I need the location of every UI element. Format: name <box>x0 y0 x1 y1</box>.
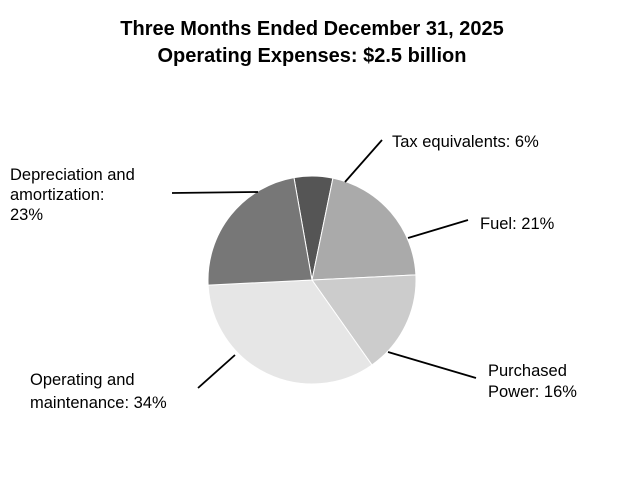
pie-slice <box>207 177 313 286</box>
leader-line <box>171 191 259 194</box>
slice-label: Tax equivalents: 6% <box>392 133 539 151</box>
leader-line <box>407 219 469 239</box>
leader-line <box>387 351 477 379</box>
slice-label: Operating and maintenance: 34% <box>30 371 167 412</box>
slice-label-line: Power: 16% <box>488 383 577 401</box>
slice-label-line: 23% <box>10 206 43 224</box>
leader-line <box>344 139 383 183</box>
chart-title: Three Months Ended December 31, 2025 <box>120 18 503 40</box>
slice-label: Purchased Power: 16% <box>488 362 577 401</box>
slice-labels: Tax equivalents: 6% Fuel: 21% Purchased Pow… <box>10 133 577 412</box>
slice-label-line: maintenance: 34% <box>30 394 167 412</box>
pie-slice <box>311 274 417 366</box>
slice-label-line: amortization: <box>10 186 104 204</box>
slice-label-line: Purchased <box>488 362 567 380</box>
pie-slice <box>207 279 373 385</box>
slice-label-line: Tax equivalents: 6% <box>392 133 539 151</box>
slice-label: Fuel: 21% <box>480 215 555 233</box>
slice-label: Depreciation and amortization: 23% <box>10 166 135 224</box>
chart-subtitle: Operating Expenses: $2.5 billion <box>158 45 467 67</box>
slice-label-line: Fuel: 21% <box>480 215 555 233</box>
leader-line <box>197 354 236 389</box>
slice-label-line: Depreciation and <box>10 166 135 184</box>
slice-label-line: Operating and <box>30 371 135 389</box>
leader-lines <box>171 139 477 389</box>
pie-slices <box>207 175 417 385</box>
